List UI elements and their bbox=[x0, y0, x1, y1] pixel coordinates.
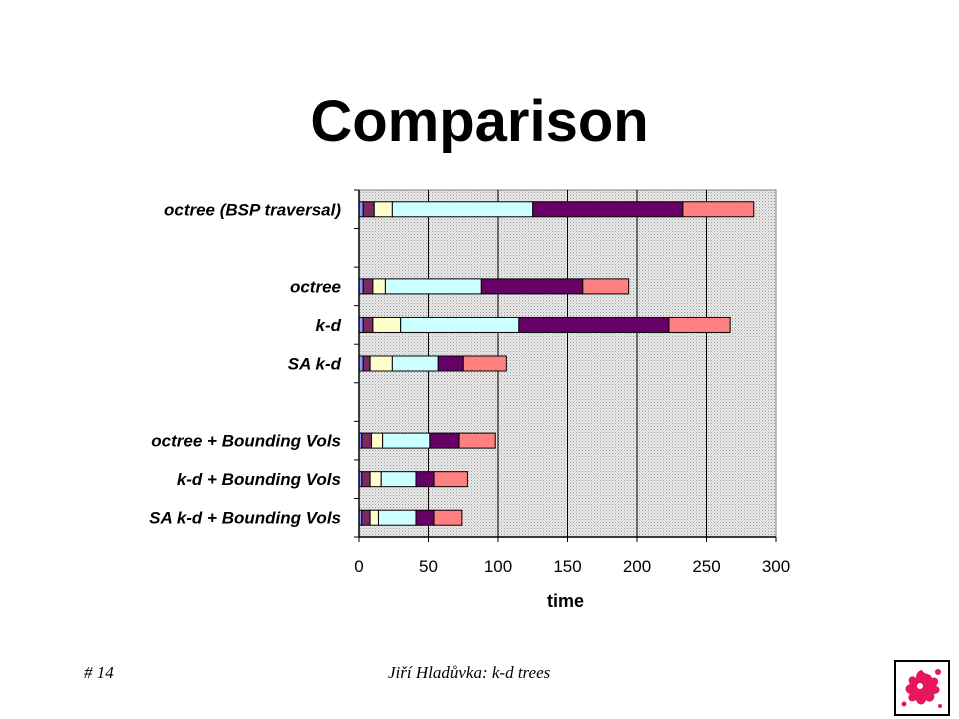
bar-segment bbox=[582, 278, 630, 295]
x-tick-label: 150 bbox=[553, 557, 581, 576]
x-tick-label: 0 bbox=[354, 557, 363, 576]
bar-segment bbox=[362, 355, 371, 372]
x-axis-label: time bbox=[547, 591, 584, 611]
bar-segment bbox=[518, 316, 670, 333]
bar-segment bbox=[532, 201, 684, 218]
bar-segment bbox=[433, 471, 468, 488]
category-label: octree + Bounding Vols bbox=[151, 432, 341, 451]
bar-segment bbox=[361, 509, 371, 526]
bar-segment bbox=[371, 432, 384, 449]
bar-segment bbox=[369, 355, 393, 372]
x-tick-label: 50 bbox=[419, 557, 438, 576]
category-label: SA k-d + Bounding Vols bbox=[149, 509, 341, 528]
bar-segment bbox=[391, 201, 534, 218]
bar-segment bbox=[372, 278, 386, 295]
bar-segment bbox=[480, 278, 584, 295]
bar-segment bbox=[433, 509, 463, 526]
bar-segment bbox=[462, 355, 507, 372]
slide-title: Comparison bbox=[310, 89, 649, 154]
category-label: SA k-d bbox=[288, 355, 342, 374]
bar-segment bbox=[384, 278, 482, 295]
bar-segment bbox=[682, 201, 755, 218]
bar-segment bbox=[361, 432, 373, 449]
bar-segment bbox=[362, 278, 374, 295]
x-tick-label: 100 bbox=[484, 557, 512, 576]
bar-segment bbox=[415, 509, 435, 526]
bar-segment bbox=[429, 432, 460, 449]
splat-logo-icon bbox=[894, 660, 950, 716]
x-tick-label: 300 bbox=[762, 557, 790, 576]
bar-segment bbox=[369, 509, 379, 526]
category-label: octree (BSP traversal) bbox=[164, 200, 341, 219]
category-label: octree bbox=[290, 277, 341, 296]
bar-segment bbox=[372, 316, 402, 333]
bar-segment bbox=[458, 432, 496, 449]
bar-segment bbox=[668, 316, 731, 333]
bar-segment bbox=[382, 432, 431, 449]
bar-segment bbox=[362, 316, 374, 333]
x-tick-label: 250 bbox=[692, 557, 720, 576]
bar-segment bbox=[373, 201, 393, 218]
bar-segment bbox=[362, 201, 375, 218]
bar-segment bbox=[369, 471, 382, 488]
bar-segment bbox=[400, 316, 520, 333]
category-label: k-d bbox=[316, 316, 342, 335]
bar-segment bbox=[437, 355, 464, 372]
bar-segment bbox=[391, 355, 439, 372]
bar-segment bbox=[361, 471, 371, 488]
bar-segment bbox=[377, 509, 417, 526]
bar-segment bbox=[415, 471, 435, 488]
x-tick-label: 200 bbox=[623, 557, 651, 576]
category-label: k-d + Bounding Vols bbox=[177, 470, 341, 489]
footer-author: Jiří Hladůvka: k-d trees bbox=[388, 663, 551, 682]
bar-segment bbox=[380, 471, 417, 488]
slide-number: # 14 bbox=[84, 663, 114, 682]
